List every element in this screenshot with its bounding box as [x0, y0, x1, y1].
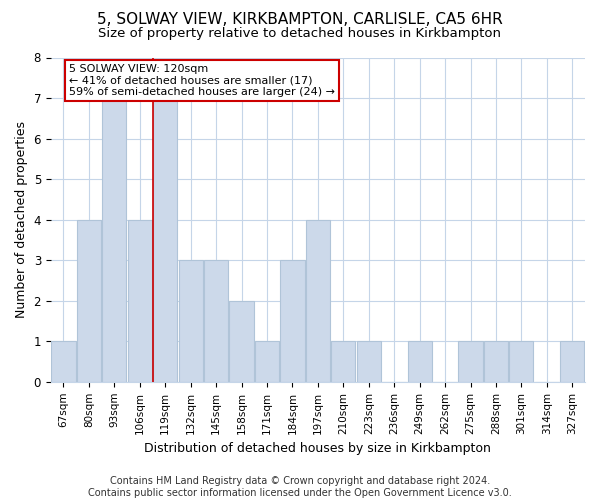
Text: Size of property relative to detached houses in Kirkbampton: Size of property relative to detached ho…: [98, 28, 502, 40]
Bar: [179, 260, 203, 382]
Bar: [52, 342, 76, 382]
X-axis label: Distribution of detached houses by size in Kirkbampton: Distribution of detached houses by size …: [145, 442, 491, 455]
Bar: [204, 260, 228, 382]
Bar: [102, 98, 127, 382]
Bar: [407, 342, 432, 382]
Bar: [331, 342, 355, 382]
Text: 5 SOLWAY VIEW: 120sqm
← 41% of detached houses are smaller (17)
59% of semi-deta: 5 SOLWAY VIEW: 120sqm ← 41% of detached …: [69, 64, 335, 97]
Y-axis label: Number of detached properties: Number of detached properties: [15, 121, 28, 318]
Bar: [356, 342, 381, 382]
Bar: [458, 342, 482, 382]
Text: Contains HM Land Registry data © Crown copyright and database right 2024.
Contai: Contains HM Land Registry data © Crown c…: [88, 476, 512, 498]
Bar: [255, 342, 279, 382]
Bar: [153, 98, 178, 382]
Bar: [484, 342, 508, 382]
Bar: [509, 342, 533, 382]
Text: 5, SOLWAY VIEW, KIRKBAMPTON, CARLISLE, CA5 6HR: 5, SOLWAY VIEW, KIRKBAMPTON, CARLISLE, C…: [97, 12, 503, 28]
Bar: [229, 300, 254, 382]
Bar: [128, 220, 152, 382]
Bar: [560, 342, 584, 382]
Bar: [306, 220, 330, 382]
Bar: [77, 220, 101, 382]
Bar: [280, 260, 305, 382]
